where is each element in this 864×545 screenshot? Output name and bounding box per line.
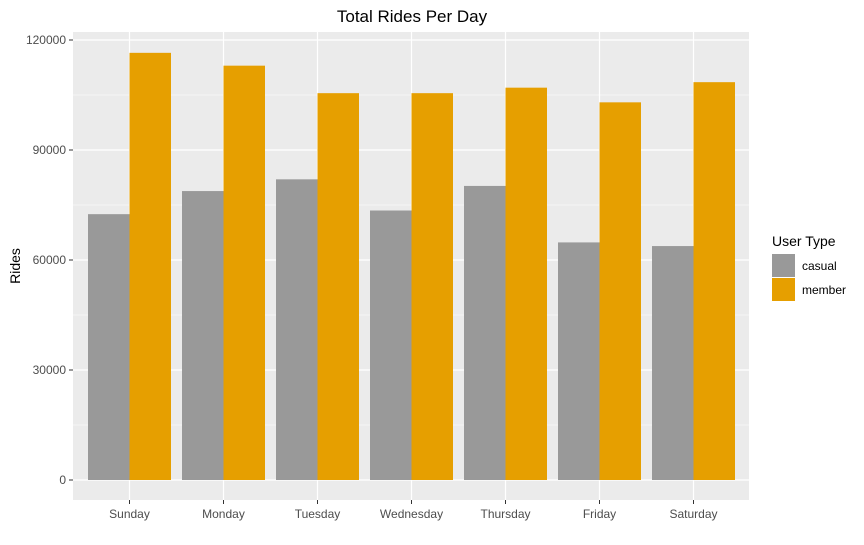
bar-member-thursday — [505, 87, 547, 481]
x-tick-label-thursday: Thursday — [480, 507, 530, 521]
y-tick-label: 60000 — [33, 253, 67, 267]
bar-casual-thursday — [464, 185, 506, 480]
legend-label-member: member — [802, 283, 846, 297]
legend-key-member — [772, 278, 795, 301]
y-tick-label: 30000 — [33, 363, 67, 377]
bar-member-tuesday — [317, 93, 359, 481]
x-tick-label-monday: Monday — [202, 507, 245, 521]
x-tick-label-friday: Friday — [583, 507, 616, 521]
y-axis-ticks: 0 30000 60000 90000 120000 — [26, 33, 73, 487]
legend-key-casual — [772, 254, 795, 277]
bar-casual-wednesday — [370, 210, 412, 480]
bar-casual-tuesday — [276, 179, 318, 481]
y-tick-label: 90000 — [33, 143, 67, 157]
y-tick-label: 120000 — [26, 33, 66, 47]
bar-casual-friday — [558, 242, 600, 480]
bar-casual-monday — [182, 191, 224, 481]
x-tick-label-wednesday: Wednesday — [380, 507, 443, 521]
x-tick-label-sunday: Sunday — [109, 507, 150, 521]
x-tick-label-saturday: Saturday — [669, 507, 717, 521]
bar-member-sunday — [129, 52, 171, 480]
y-axis-title: Rides — [7, 248, 23, 284]
chart-title: Total Rides Per Day — [337, 7, 488, 26]
bar-member-monday — [223, 65, 265, 481]
bar-member-friday — [599, 102, 641, 480]
legend-title: User Type — [772, 233, 836, 249]
bar-member-saturday — [693, 82, 735, 481]
x-tick-label-tuesday: Tuesday — [295, 507, 341, 521]
bar-casual-saturday — [652, 246, 694, 480]
bar-casual-sunday — [88, 214, 130, 480]
bar-member-wednesday — [411, 93, 453, 481]
bars — [88, 52, 735, 481]
legend-label-casual: casual — [802, 259, 837, 273]
legend: User Type casual member — [772, 233, 846, 301]
x-axis-ticks: Sunday Monday Tuesday Wednesday Thursday Frid… — [109, 500, 718, 521]
y-tick-label: 0 — [59, 473, 66, 487]
